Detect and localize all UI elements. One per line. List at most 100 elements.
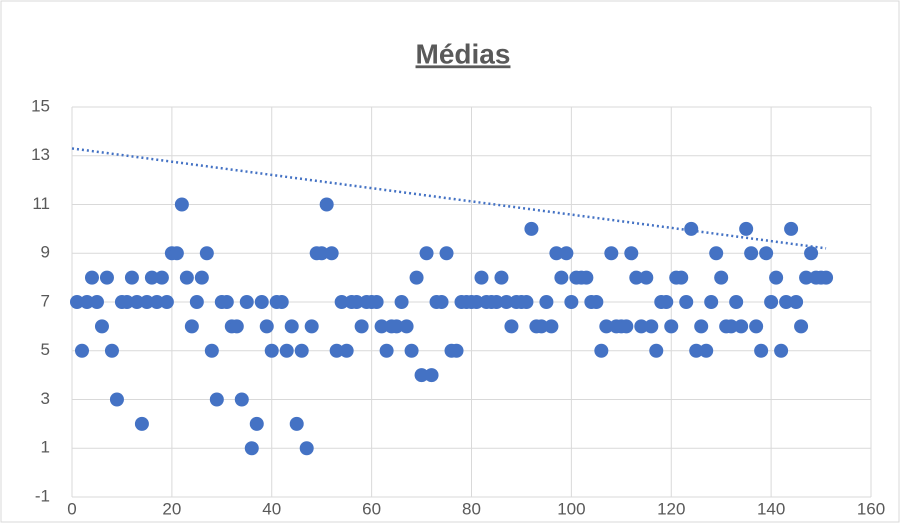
point bbox=[724, 319, 739, 334]
point bbox=[804, 246, 819, 261]
point bbox=[744, 246, 759, 261]
point bbox=[134, 416, 149, 431]
x-tick-label: 40 bbox=[262, 499, 281, 518]
point bbox=[604, 246, 619, 261]
point bbox=[694, 319, 709, 334]
point bbox=[474, 270, 489, 285]
x-tick-label: 120 bbox=[657, 499, 685, 518]
point bbox=[159, 295, 174, 309]
point bbox=[89, 295, 104, 309]
point bbox=[314, 246, 329, 261]
point bbox=[664, 319, 679, 334]
point bbox=[699, 343, 714, 358]
y-tick-label: 9 bbox=[41, 243, 50, 262]
point bbox=[289, 416, 304, 431]
point bbox=[99, 270, 114, 285]
point bbox=[534, 319, 549, 334]
point bbox=[144, 270, 159, 285]
y-tick-label: 7 bbox=[41, 291, 50, 310]
y-tick-label: 3 bbox=[41, 389, 50, 408]
point bbox=[759, 246, 774, 261]
point bbox=[524, 221, 539, 236]
point bbox=[304, 319, 319, 334]
point bbox=[424, 368, 439, 383]
point bbox=[244, 441, 259, 456]
x-tick-label: 100 bbox=[557, 499, 585, 518]
point bbox=[129, 295, 144, 309]
y-tick-label: 5 bbox=[41, 340, 50, 359]
point bbox=[74, 343, 89, 358]
point bbox=[179, 270, 194, 285]
point bbox=[174, 197, 189, 212]
point bbox=[189, 295, 204, 309]
point bbox=[674, 270, 689, 285]
point bbox=[184, 319, 199, 334]
x-tick-label: 0 bbox=[67, 499, 76, 518]
point bbox=[69, 295, 84, 309]
point bbox=[339, 343, 354, 358]
point bbox=[629, 270, 644, 285]
point bbox=[599, 319, 614, 334]
point bbox=[504, 319, 519, 334]
point bbox=[94, 319, 109, 334]
point bbox=[389, 319, 404, 334]
point bbox=[199, 246, 214, 261]
point bbox=[539, 295, 554, 309]
point bbox=[689, 343, 704, 358]
point bbox=[579, 270, 594, 285]
point bbox=[84, 270, 99, 285]
point bbox=[519, 295, 534, 309]
x-tick-label: 20 bbox=[162, 499, 181, 518]
point bbox=[684, 221, 699, 236]
y-tick-label: 11 bbox=[32, 194, 50, 213]
point bbox=[124, 270, 139, 285]
point bbox=[589, 295, 604, 309]
point bbox=[334, 295, 349, 309]
point bbox=[259, 319, 274, 334]
point bbox=[819, 270, 834, 285]
point bbox=[494, 270, 509, 285]
point bbox=[489, 295, 504, 309]
point bbox=[624, 246, 639, 261]
point bbox=[204, 343, 219, 358]
point bbox=[709, 246, 724, 261]
point bbox=[254, 295, 269, 309]
point bbox=[374, 319, 389, 334]
point bbox=[79, 295, 94, 309]
point bbox=[349, 295, 364, 309]
point bbox=[754, 343, 769, 358]
point bbox=[379, 343, 394, 358]
point bbox=[299, 441, 314, 456]
point bbox=[764, 295, 779, 309]
x-tick-label: 80 bbox=[462, 499, 481, 518]
point bbox=[729, 295, 744, 309]
point bbox=[109, 392, 124, 407]
point bbox=[784, 221, 799, 236]
point bbox=[549, 246, 564, 261]
point bbox=[149, 295, 164, 309]
point bbox=[279, 343, 294, 358]
point bbox=[399, 319, 414, 334]
point bbox=[414, 368, 429, 383]
point bbox=[554, 270, 569, 285]
point bbox=[319, 197, 334, 212]
point bbox=[139, 295, 154, 309]
point bbox=[659, 295, 674, 309]
y-tick-label: -1 bbox=[35, 486, 50, 505]
point bbox=[434, 295, 449, 309]
point bbox=[194, 270, 209, 285]
point bbox=[409, 270, 424, 285]
point bbox=[714, 270, 729, 285]
y-tick-label: 13 bbox=[31, 145, 50, 164]
point bbox=[209, 392, 224, 407]
x-tick-label: 140 bbox=[757, 499, 785, 518]
y-tick-label: 1 bbox=[41, 438, 50, 457]
x-tick-label: 160 bbox=[857, 499, 885, 518]
point bbox=[249, 416, 264, 431]
point bbox=[794, 319, 809, 334]
point bbox=[284, 319, 299, 334]
point bbox=[649, 343, 664, 358]
y-tick-label: 15 bbox=[31, 96, 50, 115]
point bbox=[274, 295, 289, 309]
